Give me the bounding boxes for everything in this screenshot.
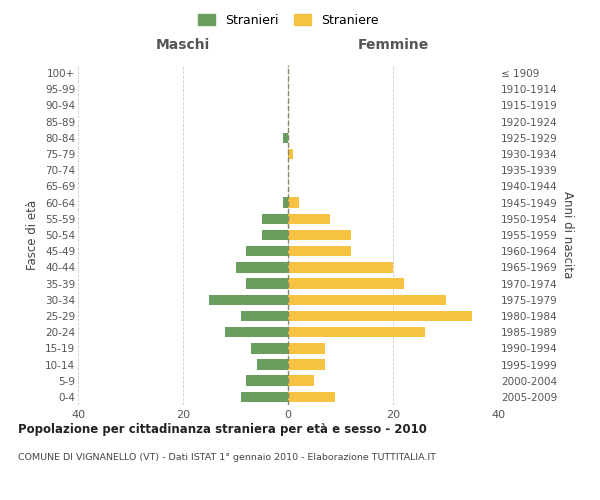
- Bar: [288, 327, 425, 338]
- Bar: [257, 360, 288, 370]
- Text: COMUNE DI VIGNANELLO (VT) - Dati ISTAT 1° gennaio 2010 - Elaborazione TUTTITALIA: COMUNE DI VIGNANELLO (VT) - Dati ISTAT 1…: [18, 452, 436, 462]
- Bar: [288, 376, 314, 386]
- Y-axis label: Fasce di età: Fasce di età: [26, 200, 40, 270]
- Text: Maschi: Maschi: [156, 38, 210, 52]
- Bar: [225, 327, 288, 338]
- Bar: [246, 278, 288, 289]
- Bar: [288, 343, 325, 353]
- Bar: [288, 214, 330, 224]
- Bar: [288, 360, 325, 370]
- Bar: [209, 294, 288, 305]
- Text: Popolazione per cittadinanza straniera per età e sesso - 2010: Popolazione per cittadinanza straniera p…: [18, 422, 427, 436]
- Bar: [288, 392, 335, 402]
- Bar: [288, 294, 445, 305]
- Bar: [246, 246, 288, 256]
- Bar: [283, 132, 288, 143]
- Legend: Stranieri, Straniere: Stranieri, Straniere: [193, 8, 383, 32]
- Bar: [283, 198, 288, 208]
- Bar: [288, 246, 351, 256]
- Text: Femmine: Femmine: [358, 38, 428, 52]
- Y-axis label: Anni di nascita: Anni di nascita: [561, 192, 574, 278]
- Bar: [288, 149, 293, 160]
- Bar: [262, 214, 288, 224]
- Bar: [246, 376, 288, 386]
- Bar: [251, 343, 288, 353]
- Bar: [288, 198, 299, 208]
- Bar: [241, 392, 288, 402]
- Bar: [241, 310, 288, 321]
- Bar: [288, 262, 393, 272]
- Bar: [288, 310, 472, 321]
- Bar: [235, 262, 288, 272]
- Bar: [288, 278, 404, 289]
- Bar: [288, 230, 351, 240]
- Bar: [262, 230, 288, 240]
